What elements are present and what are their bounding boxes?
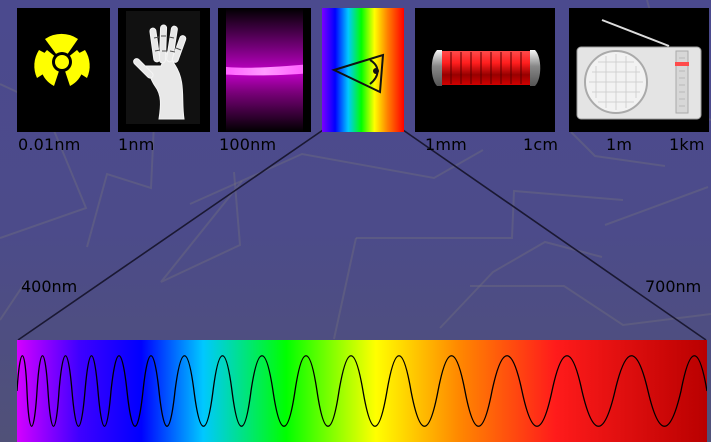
scale-label-millimeter: 1mm [425, 135, 467, 154]
radio-thumbnail [569, 8, 709, 132]
ultraviolet-glow-icon [218, 8, 311, 132]
gamma-ray-thumbnail [17, 8, 110, 132]
visible-light-thumbnail [322, 8, 404, 132]
eye-icon [322, 8, 404, 132]
radiation-symbol-icon [17, 8, 110, 132]
ultraviolet-thumbnail [218, 8, 311, 132]
scale-label-centimeter: 1cm [523, 135, 559, 154]
microwave-thumbnail [415, 8, 555, 132]
scale-label-ultraviolet: 100nm [219, 135, 277, 154]
scale-label-x-ray: 1nm [118, 135, 155, 154]
scale-label-meter: 1m [606, 135, 633, 154]
microwave-tube-icon [415, 8, 555, 132]
visible-range-end-label: 700nm [645, 277, 702, 296]
scale-label-gamma: 0.01nm [18, 135, 81, 154]
visible-range-start-label: 400nm [21, 277, 78, 296]
x-ray-hand-icon [118, 8, 210, 132]
visible-spectrum-svg [17, 340, 707, 442]
radio-icon [569, 8, 709, 132]
x-ray-thumbnail [118, 8, 210, 132]
visible-spectrum-wave-panel [17, 340, 707, 442]
scale-label-kilometer: 1km [669, 135, 705, 154]
